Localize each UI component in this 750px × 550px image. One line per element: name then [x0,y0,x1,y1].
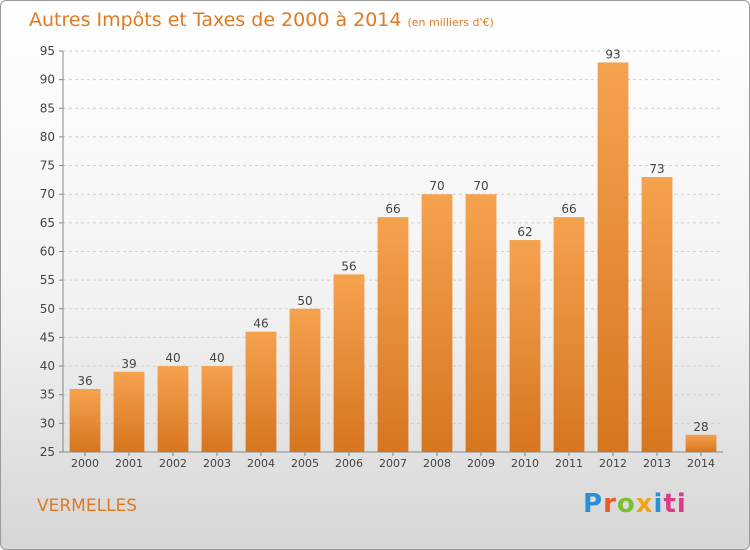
x-tick-label: 2006 [335,457,363,470]
bar-2003 [201,366,233,452]
data-label: 70 [473,179,488,193]
bar-2001 [113,371,145,452]
bars [69,62,717,452]
y-tick-label: 25 [40,445,55,459]
y-tick-label: 85 [40,101,55,115]
x-tick-label: 2005 [291,457,319,470]
data-label: 40 [165,351,180,365]
logo-letter: ti [663,489,687,519]
y-tick-label: 50 [40,302,55,316]
y-tick-label: 60 [40,245,55,259]
bar-2009 [465,194,497,452]
data-label: 40 [209,351,224,365]
y-axis-ticks: 25 30 35 40 45 50 55 60 65 70 75 80 85 90 95 [40,44,63,459]
x-tick-label: 2011 [555,457,583,470]
logo-letter: r [603,489,617,519]
logo-letter: x [635,489,654,519]
data-label: 62 [517,225,532,239]
bar-2004 [245,331,277,452]
data-label: 46 [253,317,268,331]
bar-2013 [641,177,673,452]
data-label: 70 [429,179,444,193]
x-tick-label: 2007 [379,457,407,470]
x-tick-label: 2012 [599,457,627,470]
y-tick-label: 35 [40,388,55,402]
commune-name: VERMELLES [37,496,138,516]
bar-2011 [553,217,585,452]
proxiti-logo: Proxiti [583,489,687,519]
bar-2006 [333,274,365,452]
x-tick-label: 2004 [247,457,275,470]
data-label: 66 [385,202,400,216]
logo-letter: P [583,489,604,519]
x-tick-label: 2001 [115,457,143,470]
data-label: 93 [605,47,620,61]
data-label: 28 [693,420,708,434]
data-label: 73 [649,162,664,176]
chart-title: Autres Impôts et Taxes de 2000 à 2014 (en… [29,9,494,31]
y-tick-label: 95 [40,44,55,58]
bar-2005 [289,308,321,452]
y-tick-label: 65 [40,216,55,230]
x-axis-ticks: 2000 2001 2002 2003 2004 2005 2006 2007 2008 2009… [71,452,715,470]
x-tick-label: 2010 [511,457,539,470]
x-tick-label: 2003 [203,457,231,470]
x-tick-label: 2002 [159,457,187,470]
y-tick-label: 80 [40,130,55,144]
data-label: 36 [77,374,92,388]
y-tick-label: 70 [40,187,55,201]
y-tick-label: 40 [40,359,55,373]
y-tick-label: 55 [40,273,55,287]
data-label: 66 [561,202,576,216]
bar-2007 [377,217,409,452]
chart-title-text: Autres Impôts et Taxes de 2000 à 2014 [29,9,402,31]
x-tick-label: 2014 [687,457,715,470]
bar-2008 [421,194,453,452]
y-tick-label: 45 [40,330,55,344]
bar-2012 [597,62,629,452]
x-tick-label: 2013 [643,457,671,470]
y-tick-label: 75 [40,159,55,173]
chart-subtitle: (en milliers d'€) [407,16,494,29]
x-tick-label: 2009 [467,457,495,470]
data-label: 50 [297,294,312,308]
logo-letter: o [616,489,636,519]
data-label: 56 [341,259,356,273]
logo-letter: i [653,489,664,519]
x-tick-label: 2008 [423,457,451,470]
bar-2010 [509,240,541,452]
y-tick-label: 90 [40,73,55,87]
bar-2002 [157,366,189,452]
bar-2000 [69,388,101,452]
data-label: 39 [121,357,136,371]
bar-2014 [685,434,717,452]
data-labels: 36 39 40 40 46 50 56 66 70 70 62 66 93 73 28 [77,47,708,433]
y-tick-label: 30 [40,416,55,430]
x-tick-label: 2000 [71,457,99,470]
